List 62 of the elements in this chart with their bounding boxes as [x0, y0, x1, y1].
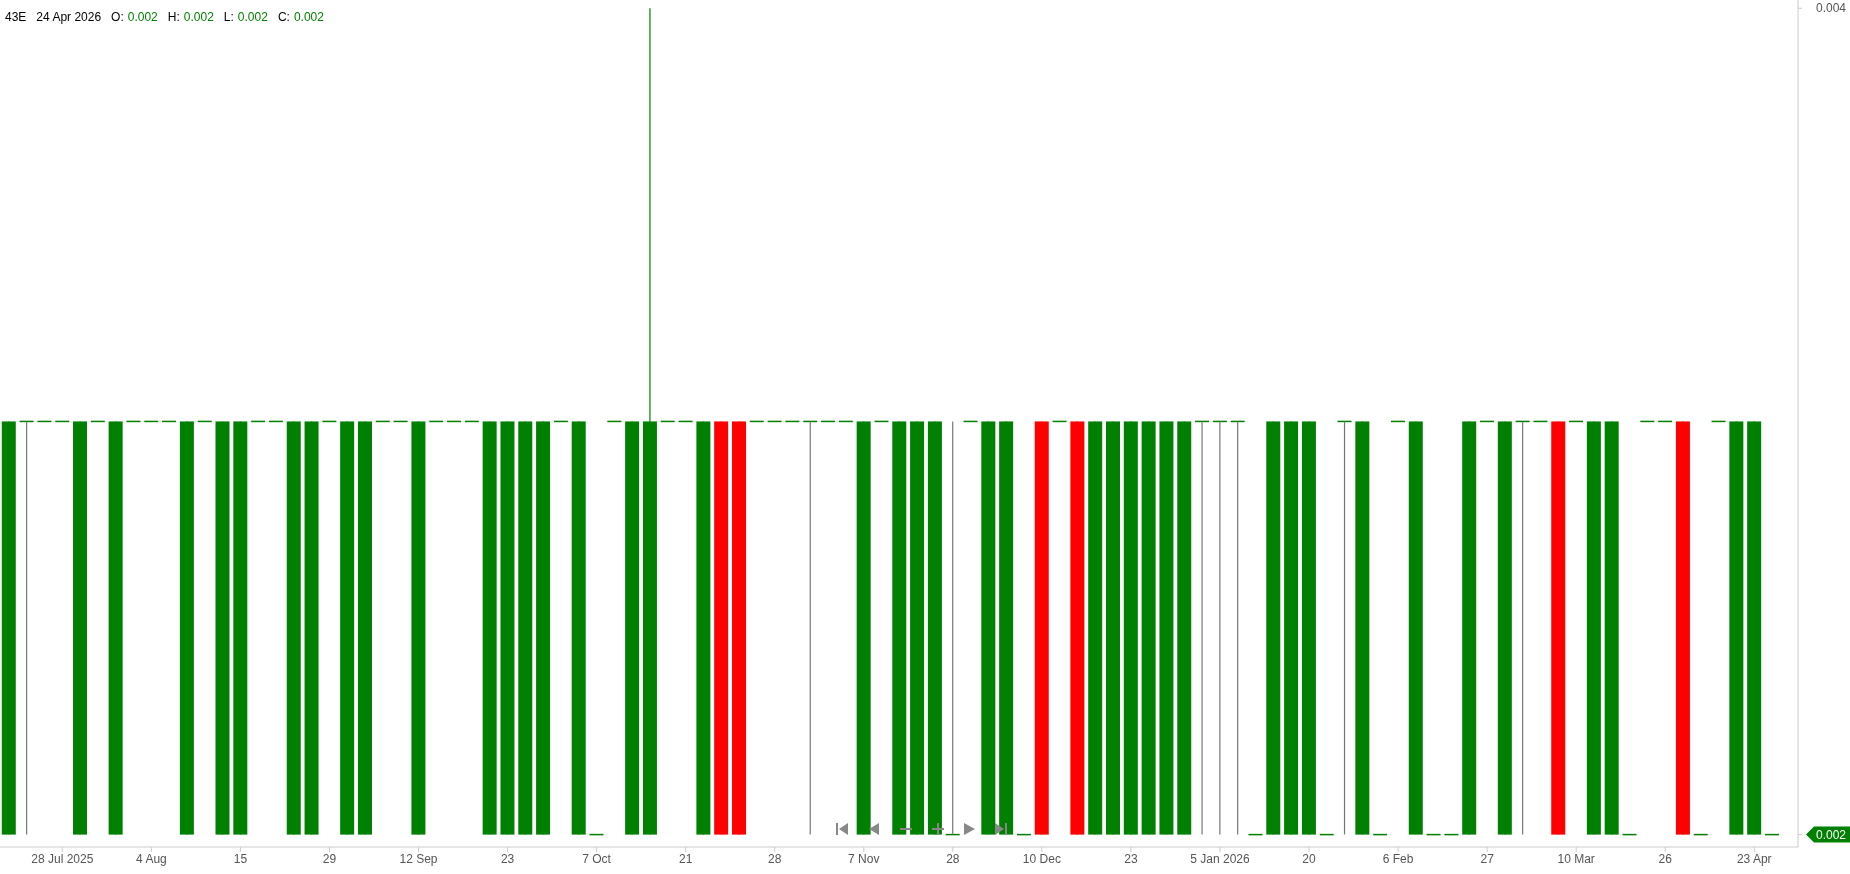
candlestick [304, 420, 319, 836]
x-tick-label: 28 Jul 2025 [31, 851, 94, 866]
candlestick [1177, 420, 1192, 836]
candlestick [1604, 420, 1619, 836]
x-tick-label: 26 [1658, 851, 1673, 866]
candlestick [233, 420, 248, 836]
x-tick-label: 7 Oct [582, 851, 612, 866]
annotation: 0.002 [293, 10, 324, 24]
x-tick-label: 12 Sep [399, 851, 438, 866]
text: 24 Apr 2026 [36, 10, 102, 24]
x-tick-label: 23 Apr [1736, 851, 1772, 866]
candlestick [215, 420, 230, 836]
candlestick [696, 420, 711, 836]
candlestick [1070, 420, 1085, 836]
candlestick [411, 420, 426, 836]
candlestick [1266, 420, 1281, 836]
y-tick-label: 0.004 [1816, 1, 1847, 16]
candlestick [108, 420, 123, 836]
annotation: 0.002 [127, 10, 158, 24]
x-tick-label: 28 [768, 851, 782, 866]
x-tick-label: 29 [322, 851, 337, 866]
x-tick-label: 6 Feb [1382, 851, 1414, 866]
candlestick [1, 420, 16, 836]
x-tick-label: 27 [1480, 851, 1495, 866]
candlestick [1729, 420, 1744, 836]
x-tick-label: 10 Dec [1022, 851, 1061, 866]
candlestick [1159, 420, 1174, 836]
candlestick [892, 420, 907, 836]
annotation: H: [167, 10, 180, 24]
annotation: O: [111, 10, 124, 24]
annotation: L: [223, 10, 234, 24]
candlestick [1141, 420, 1156, 836]
x-tick-label: 15 [233, 851, 248, 866]
candlestick [1497, 420, 1512, 836]
candlestick [1747, 420, 1762, 836]
annotation: 0.002 [183, 10, 214, 24]
candlestick [1034, 420, 1049, 836]
candlestick [286, 420, 301, 836]
x-tick-label: 20 [1302, 851, 1317, 866]
candlestick [1123, 420, 1138, 836]
x-tick-label: 4 Aug [136, 851, 167, 866]
annotation: 0.002 [237, 10, 268, 24]
x-tick-label: 10 Mar [1557, 851, 1595, 866]
x-tick-label: 23 [1124, 851, 1138, 866]
annotation: C: [277, 10, 290, 24]
candlestick [1408, 420, 1423, 836]
candlestick [1355, 420, 1370, 836]
x-tick-label: 7 Nov [848, 851, 880, 866]
candlestick [714, 420, 729, 836]
candlestick [518, 420, 533, 836]
candlestick [1462, 420, 1477, 836]
text: 43E [5, 10, 27, 24]
candlestick [1551, 420, 1566, 836]
candlestick [500, 420, 515, 836]
x-tick-label: 5 Jan 2026 [1190, 851, 1250, 866]
candlestick [482, 420, 497, 836]
candlestick [571, 420, 586, 836]
x-tick-label: 21 [679, 851, 693, 866]
x-tick-label: 23 [500, 851, 515, 866]
candlestick [1088, 420, 1103, 836]
candlestick [340, 420, 355, 836]
x-tick-label: 28 [946, 851, 960, 866]
